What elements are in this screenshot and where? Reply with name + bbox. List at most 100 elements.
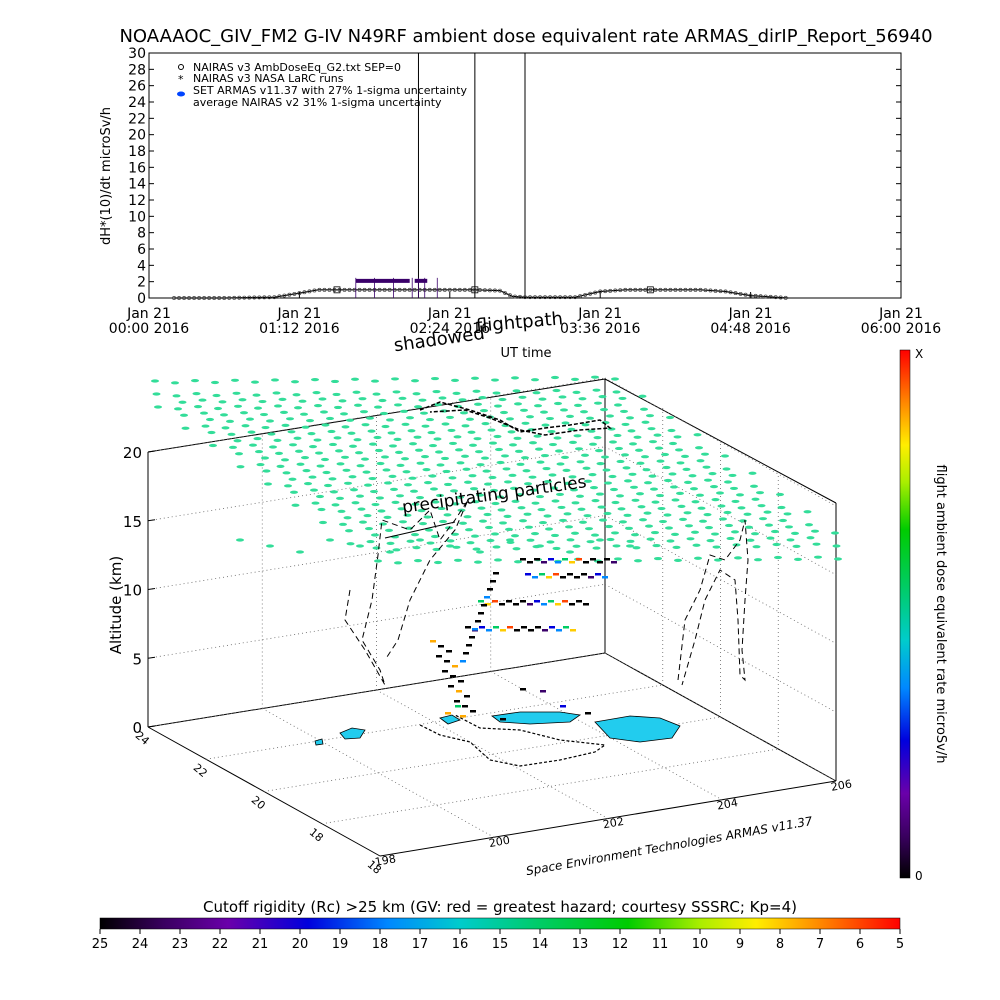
dose-grid-point: [506, 417, 514, 421]
dose-grid-point: [431, 500, 440, 504]
dose-grid-point: [380, 411, 388, 416]
series-nairas-point: [307, 289, 312, 294]
series-nairas-point: [583, 292, 588, 297]
dose-grid-point: [481, 422, 490, 426]
dose-grid-point: [227, 432, 236, 436]
dose-grid-point: [651, 530, 659, 535]
dose-grid-point: [154, 405, 162, 409]
dose-grid-point: [513, 436, 522, 440]
dose-grid-point: [333, 436, 342, 440]
series-nairas-point: [347, 287, 352, 292]
dose-grid-point: [812, 542, 821, 546]
dose-grid-point: [558, 395, 567, 399]
dose-grid-point: [503, 514, 512, 518]
dose-grid-point: [438, 396, 447, 400]
series-nairas-point: [643, 287, 648, 292]
dose-grid-point: [301, 425, 310, 429]
dose-grid-point: [679, 517, 687, 521]
series-nairas-point: [427, 287, 432, 292]
dose-grid-point: [200, 411, 208, 415]
floor-gridline: [376, 689, 609, 819]
dose-grid-point: [614, 403, 622, 407]
dose-grid-point: [711, 497, 720, 502]
series-nairas-point: [568, 295, 573, 300]
dose-grid-point: [334, 405, 342, 410]
dose-grid-point: [266, 419, 274, 423]
dose-grid-point: [397, 507, 406, 511]
dose-grid-point: [759, 517, 767, 521]
dose-grid-point: [365, 526, 373, 531]
armas-point: [464, 695, 470, 698]
rigidity-colorbar-title: Cutoff rigidity (Rc) >25 km (GV: red = g…: [203, 898, 797, 916]
armas-point: [567, 573, 573, 576]
armas-point: [590, 558, 596, 561]
dose-grid-point: [646, 414, 654, 418]
dose-grid-point: [505, 527, 513, 531]
dose-grid-point: [221, 426, 230, 430]
altitude-tick-mark: [147, 519, 156, 522]
dose-grid-point: [295, 449, 303, 453]
y-tick-label: 10: [128, 209, 146, 225]
dose-grid-point: [298, 399, 307, 403]
dose-grid-point: [436, 463, 445, 467]
dose-grid-point: [546, 416, 554, 421]
series-nairas-point: [467, 287, 472, 292]
dose-grid-point: [235, 452, 243, 456]
series-nairas-point: [698, 287, 703, 292]
dose-grid-point: [340, 412, 348, 416]
armas-point: [442, 670, 448, 673]
series-nairas-marker: [471, 286, 479, 294]
dose-grid-point: [528, 475, 537, 479]
dose-grid-point: [411, 502, 420, 506]
rigidity-tick-label: 25: [92, 937, 109, 952]
dose-grid-point: [548, 473, 557, 477]
dose-grid-point: [479, 519, 487, 523]
dose-grid-point: [293, 436, 302, 440]
series-nairas-point: [563, 295, 568, 300]
dose-grid-point: [509, 443, 517, 447]
dose-grid-point: [591, 499, 600, 503]
dose-grid-point: [346, 418, 354, 422]
dose-grid-point: [280, 410, 288, 414]
series-nairas-point: [232, 295, 237, 300]
dose-grid-point: [207, 430, 216, 435]
series-nairas-point: [778, 295, 783, 300]
series-nairas-point: [202, 296, 207, 300]
dose-grid-point: [611, 377, 619, 381]
shadow-path-right-wall: [677, 519, 749, 686]
dose-grid-point: [681, 454, 689, 458]
dose-grid-point: [300, 412, 308, 416]
armas-point: [560, 576, 566, 579]
dose-grid-point: [619, 520, 627, 524]
series-nairas-point: [342, 287, 347, 292]
series-nairas-point: [768, 294, 773, 299]
series-nairas-point: [477, 288, 482, 292]
dose-grid-point: [502, 467, 511, 471]
credit-label: Space Environment Technologies ARMAS v11…: [525, 814, 814, 878]
series-nairas-point: [387, 287, 392, 292]
dose-grid-point: [608, 474, 617, 479]
dose-grid-point: [459, 521, 467, 525]
dose-grid-point: [701, 452, 709, 456]
dose-grid-point: [628, 472, 637, 476]
dose-grid-point: [648, 474, 657, 478]
dose-grid-point: [419, 522, 427, 526]
dose-grid-point: [347, 431, 356, 435]
latitude-tick-label: 22: [191, 761, 210, 780]
dose-grid-point: [390, 487, 398, 491]
dose-grid-point: [191, 379, 199, 383]
armas-point: [556, 629, 562, 632]
series-nairas-marker: [646, 286, 654, 294]
dose-grid-point: [599, 518, 607, 522]
x-tick-label-date: Jan 21: [126, 306, 171, 322]
dose-grid-point: [456, 495, 464, 499]
dose-grid-point: [665, 526, 673, 530]
dose-grid-point: [377, 509, 386, 513]
legend-marker-armas: [177, 91, 185, 97]
latitude-tick-label: 18: [307, 826, 326, 845]
dose-grid-point: [659, 519, 667, 524]
dose-grid-point: [429, 443, 437, 448]
series-nairas-point: [523, 295, 527, 300]
dose-grid-point: [574, 403, 582, 407]
dose-grid-point: [231, 378, 239, 382]
